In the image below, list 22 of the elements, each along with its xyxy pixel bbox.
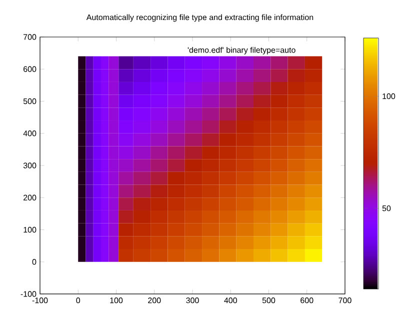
y-tick-label: 0	[32, 259, 36, 265]
y-tick-label: 400	[23, 130, 36, 136]
chart-title: Automatically recognizing file type and extracting file information	[86, 14, 314, 22]
x-tick-label: 400	[224, 298, 237, 304]
x-tick-label: 600	[300, 298, 314, 304]
x-tick-label: 0	[76, 298, 80, 304]
y-tick-label: 100	[24, 226, 36, 233]
y-tick-label: 300	[23, 162, 36, 168]
x-tick-label: 200	[148, 298, 161, 304]
x-tick-label: 300	[186, 298, 199, 304]
color-bar-label: 50	[382, 205, 391, 212]
y-tick-label: 200	[24, 194, 36, 200]
x-tick-label: 500	[262, 298, 276, 304]
color-bar-label: 100	[382, 93, 396, 100]
annotation: 'demo.edf' binary filetype=auto	[188, 46, 296, 54]
x-tick-label: 100	[110, 298, 123, 304]
x-tick-label: -100	[32, 298, 48, 304]
y-tick-label: 700	[24, 34, 36, 40]
y-tick-label: 500	[23, 98, 36, 104]
x-tick-label: 700	[338, 298, 352, 304]
y-tick-label: 600	[24, 66, 36, 72]
y-tick-label: -100	[20, 291, 36, 297]
